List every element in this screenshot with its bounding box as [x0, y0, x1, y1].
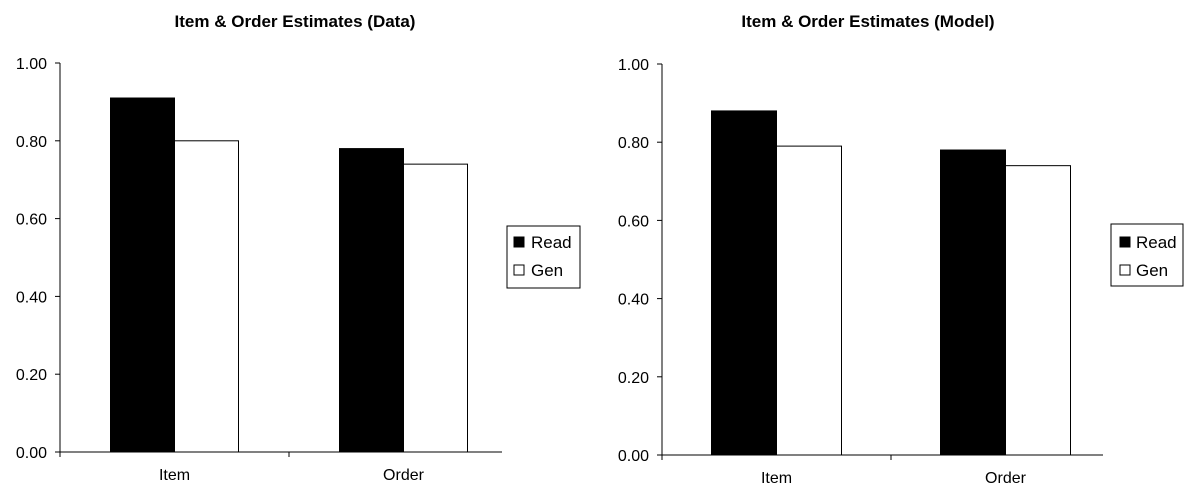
chart-model: Item & Order Estimates (Model) 0.000.200…: [618, 12, 1184, 487]
bar-read-item: [711, 110, 777, 456]
legend-label-read: Read: [531, 233, 572, 252]
bar-gen-order: [1005, 165, 1071, 456]
legend-swatch-read: [513, 236, 525, 248]
legend: Read Gen: [1110, 223, 1184, 287]
bar-gen-order: [403, 163, 468, 453]
x-category-label: Order: [383, 467, 425, 484]
legend-label-gen: Gen: [1136, 261, 1168, 280]
legend-box: [506, 225, 581, 289]
bars: [711, 110, 1071, 456]
bar-read-order: [339, 148, 404, 453]
y-tick-label: 0.00: [16, 445, 47, 462]
y-tick-label: 0.40: [16, 289, 47, 306]
legend-box: [1110, 223, 1184, 287]
legend-swatch-gen: [513, 264, 525, 276]
chart-title: Item & Order Estimates (Model): [741, 12, 994, 31]
bar-read-item: [110, 97, 175, 453]
x-category-label: Item: [761, 470, 792, 487]
y-axis: 0.00 0.20 0.40 0.60 0.80 1.00: [16, 56, 61, 462]
chart-data: Item & Order Estimates (Data) 0.000.200.…: [16, 12, 581, 484]
y-tick-label: 0.60: [16, 212, 47, 229]
legend: Read Gen: [506, 225, 581, 289]
x-axis: Item Order: [59, 451, 502, 484]
y-tick-label: 0.00: [618, 448, 649, 465]
y-tick-label: 0.40: [618, 292, 649, 309]
bar-gen-item: [174, 140, 239, 453]
y-tick-label: 0.20: [16, 367, 47, 384]
legend-label-gen: Gen: [531, 261, 563, 280]
y-tick-label: 0.80: [618, 135, 649, 152]
x-category-label: Order: [985, 470, 1027, 487]
y-tick-label: 1.00: [618, 57, 649, 74]
x-axis: Item Order: [661, 454, 1103, 487]
bar-gen-item: [776, 145, 842, 456]
y-tick-label: 0.20: [618, 370, 649, 387]
y-axis: 0.00 0.20 0.40 0.60 0.80 1.00: [618, 57, 663, 465]
y-tick-label: 0.80: [16, 134, 47, 151]
y-tick-label: 0.60: [618, 213, 649, 230]
chart-title: Item & Order Estimates (Data): [175, 12, 416, 31]
legend-swatch-gen: [1119, 264, 1131, 276]
bar-read-order: [940, 149, 1006, 456]
legend-label-read: Read: [1136, 233, 1177, 252]
y-tick-label: 1.00: [16, 56, 47, 73]
legend-swatch-read: [1119, 236, 1131, 248]
x-category-label: Item: [159, 467, 190, 484]
bars: [110, 97, 468, 453]
